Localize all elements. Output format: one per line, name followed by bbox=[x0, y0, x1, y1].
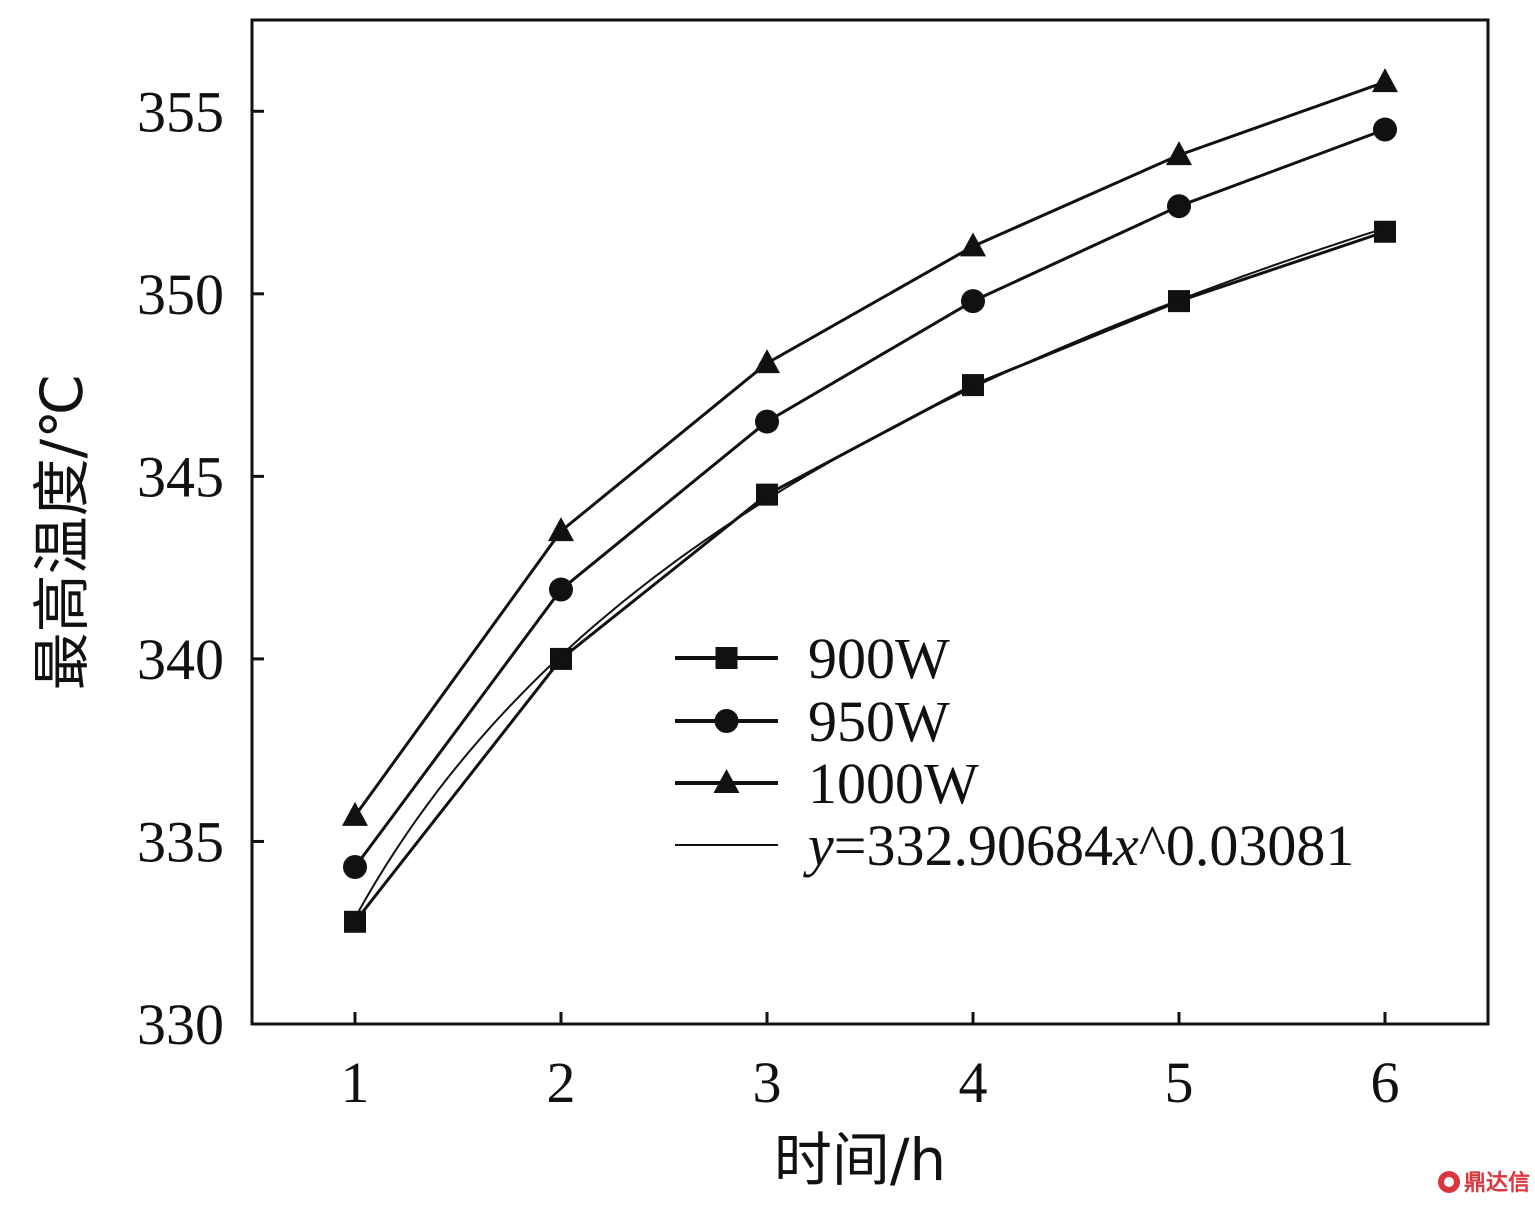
legend-marker bbox=[715, 647, 738, 669]
legend-item: 950W bbox=[675, 689, 950, 754]
series-layer bbox=[342, 68, 1398, 933]
data-point bbox=[548, 517, 574, 542]
fit-curve bbox=[354, 227, 1386, 919]
legend-label: 900W bbox=[808, 626, 950, 691]
legend-item: y=332.90684x^0.03081 bbox=[675, 813, 1354, 878]
data-point bbox=[342, 801, 368, 826]
series-950w bbox=[343, 117, 1397, 880]
data-point bbox=[550, 647, 572, 670]
data-point bbox=[344, 910, 366, 933]
legend-label: 950W bbox=[808, 689, 950, 754]
series-line bbox=[353, 128, 1386, 868]
x-tick-label: 5 bbox=[1165, 1050, 1194, 1115]
plot-frame bbox=[250, 18, 1490, 1026]
data-point bbox=[755, 409, 779, 434]
y-tick-label: 350 bbox=[137, 262, 224, 327]
data-point bbox=[1373, 117, 1397, 142]
logo-icon bbox=[1438, 1171, 1460, 1193]
x-axis-title: 时间/h bbox=[774, 1126, 946, 1194]
data-point bbox=[962, 374, 984, 397]
y-tick-label: 335 bbox=[137, 809, 224, 874]
x-tick-label: 3 bbox=[753, 1050, 782, 1115]
data-point bbox=[1167, 194, 1191, 219]
data-point bbox=[756, 483, 778, 506]
y-tick-label: 340 bbox=[137, 627, 224, 692]
data-point bbox=[961, 289, 985, 314]
data-point bbox=[1166, 141, 1192, 166]
legend-item: 1000W bbox=[675, 751, 979, 816]
y-axis-title: 最高温度/℃ bbox=[28, 374, 96, 691]
watermark-text: 鼎达信 bbox=[1464, 1170, 1530, 1196]
legend-label-fit: y=332.90684x^0.03081 bbox=[803, 813, 1354, 878]
legend-item: 900W bbox=[675, 626, 950, 691]
data-point bbox=[1372, 68, 1398, 93]
data-point bbox=[549, 577, 573, 602]
data-point bbox=[343, 855, 367, 880]
x-tick-label: 6 bbox=[1371, 1050, 1400, 1115]
data-point bbox=[960, 232, 986, 257]
legend-marker bbox=[714, 709, 739, 733]
series-line bbox=[353, 80, 1386, 817]
x-tick-label: 4 bbox=[959, 1050, 988, 1115]
x-tick-label: 1 bbox=[341, 1050, 370, 1115]
legend-label: 1000W bbox=[808, 751, 979, 816]
legend-marker bbox=[713, 769, 740, 793]
y-tick-label: 330 bbox=[137, 992, 224, 1057]
series-y-332-90684x-0-03081 bbox=[354, 227, 1386, 919]
series-1000w bbox=[342, 68, 1398, 826]
watermark: 鼎达信 bbox=[1438, 1170, 1530, 1196]
data-point bbox=[1374, 220, 1396, 243]
data-point bbox=[754, 349, 780, 374]
x-tick-label: 2 bbox=[547, 1050, 576, 1115]
y-tick-label: 355 bbox=[137, 79, 224, 144]
y-tick-label: 345 bbox=[137, 444, 224, 509]
data-point bbox=[1168, 290, 1190, 313]
